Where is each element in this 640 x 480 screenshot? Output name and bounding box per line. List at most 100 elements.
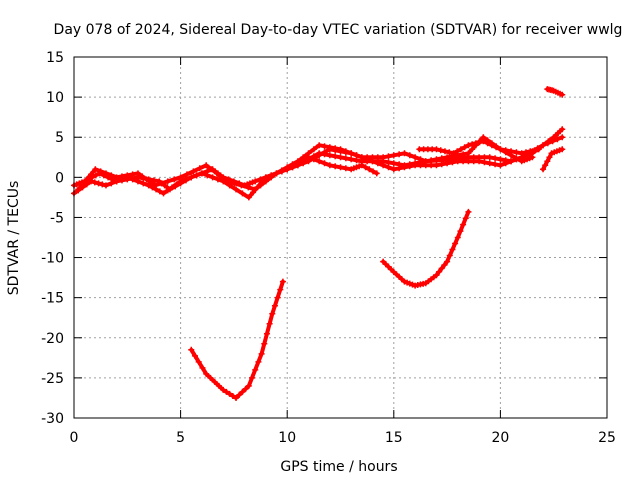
data-point — [242, 385, 249, 392]
data-point — [337, 164, 344, 171]
data-point — [257, 182, 264, 189]
data-point — [428, 162, 435, 169]
data-point — [540, 166, 547, 173]
data-point — [396, 151, 403, 158]
series-track-h — [188, 278, 286, 401]
data-point — [252, 186, 259, 193]
data-point — [255, 358, 262, 365]
data-point — [486, 160, 493, 167]
data-point — [83, 176, 90, 183]
data-point — [441, 261, 448, 268]
data-point — [231, 180, 238, 187]
data-point — [108, 172, 115, 179]
data-point — [261, 340, 268, 347]
data-point — [92, 166, 99, 173]
data-point — [364, 154, 371, 161]
data-point — [321, 149, 328, 156]
series-track-e — [416, 138, 542, 157]
data-point — [549, 138, 556, 145]
data-point — [195, 358, 202, 365]
data-point — [204, 172, 211, 179]
data-point — [245, 194, 252, 201]
data-point — [316, 158, 323, 165]
x-tick-label: 20 — [491, 430, 509, 446]
x-tick-label: 25 — [598, 430, 616, 446]
data-point — [454, 148, 461, 155]
data-point — [518, 150, 525, 157]
data-series — [71, 86, 566, 401]
data-point — [245, 382, 252, 389]
data-point — [481, 159, 488, 166]
data-point — [438, 265, 445, 272]
data-point — [508, 148, 515, 155]
data-point — [271, 302, 278, 309]
data-point — [390, 166, 397, 173]
data-point — [342, 165, 349, 172]
y-tick-label: 0 — [55, 170, 64, 186]
y-tick-label: -20 — [41, 331, 64, 347]
data-point — [444, 154, 451, 161]
data-point — [274, 294, 281, 301]
series-track-c — [75, 134, 536, 193]
data-point — [262, 178, 269, 185]
data-point — [460, 151, 467, 158]
data-point — [438, 161, 445, 168]
data-point — [469, 141, 476, 148]
data-point — [268, 174, 275, 181]
data-point — [183, 171, 190, 178]
data-point — [102, 170, 109, 177]
data-point — [332, 163, 339, 170]
series-line — [189, 279, 285, 400]
data-point — [412, 162, 419, 169]
data-point — [229, 392, 236, 399]
data-point — [452, 240, 459, 247]
data-point — [433, 156, 440, 163]
data-point — [215, 382, 222, 389]
data-point — [171, 176, 178, 183]
y-tick-label: -25 — [41, 371, 64, 387]
data-point — [374, 160, 381, 167]
data-point — [342, 148, 349, 155]
data-point — [513, 149, 520, 156]
data-point — [535, 146, 542, 153]
data-point — [353, 152, 360, 159]
data-point — [124, 172, 131, 179]
data-point — [348, 156, 355, 163]
data-point — [153, 186, 160, 193]
data-point — [406, 163, 413, 170]
data-point — [412, 154, 419, 161]
data-point — [209, 174, 216, 181]
data-point — [337, 154, 344, 161]
data-point — [239, 388, 246, 395]
data-point — [258, 350, 265, 357]
data-point — [278, 167, 285, 174]
data-point — [436, 268, 443, 275]
data-point — [207, 374, 214, 381]
data-point — [289, 163, 296, 170]
y-tick-label: 10 — [46, 90, 64, 106]
data-point — [380, 154, 387, 161]
series-track-f — [540, 146, 566, 173]
data-point — [358, 154, 365, 161]
data-point — [554, 136, 561, 143]
data-point — [450, 150, 457, 157]
data-point — [220, 386, 227, 393]
data-point — [433, 272, 440, 279]
data-point — [203, 162, 210, 169]
data-point — [362, 164, 369, 171]
data-point — [559, 126, 566, 133]
y-tick-label: 5 — [55, 130, 64, 146]
data-point — [476, 158, 483, 165]
data-point — [457, 146, 464, 153]
data-point — [95, 180, 102, 187]
data-point — [559, 134, 566, 141]
y-tick-label: -10 — [41, 251, 64, 267]
data-point — [337, 146, 344, 153]
data-point — [417, 162, 424, 169]
data-point — [252, 178, 259, 185]
data-point — [446, 252, 453, 259]
data-point — [488, 142, 495, 149]
data-point — [99, 181, 106, 188]
data-point — [444, 258, 451, 265]
y-tick-label: -15 — [41, 291, 64, 307]
